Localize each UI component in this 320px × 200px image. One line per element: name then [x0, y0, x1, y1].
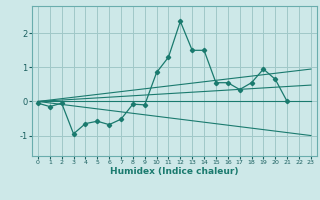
X-axis label: Humidex (Indice chaleur): Humidex (Indice chaleur) — [110, 167, 239, 176]
